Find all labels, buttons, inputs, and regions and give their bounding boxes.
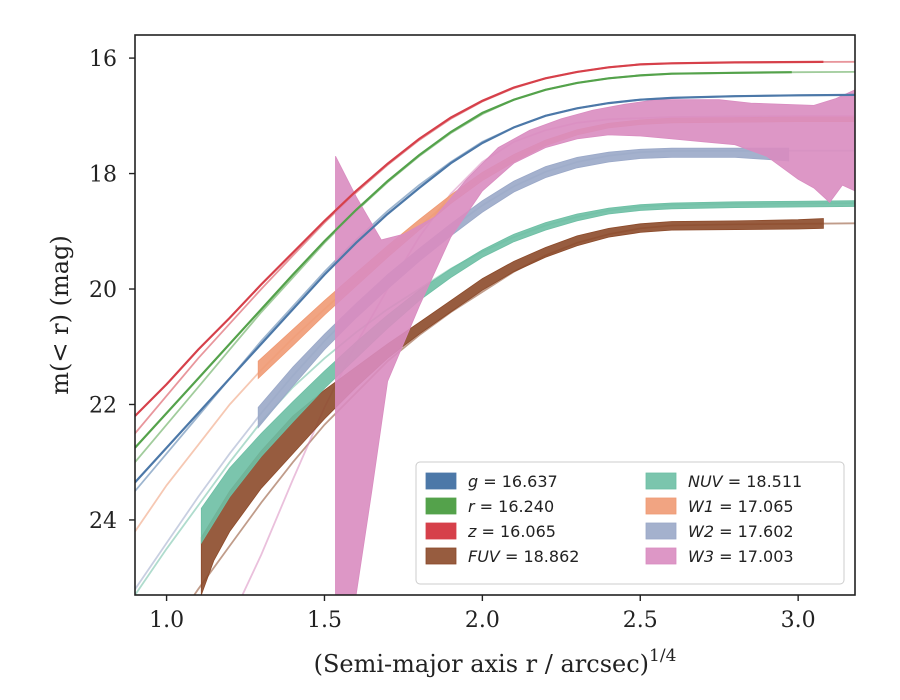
legend-label: W1 = 17.065 [688, 497, 794, 516]
series-r-line [135, 71, 792, 449]
series-g-line [135, 93, 855, 484]
legend-entry-w3: W3 = 17.003 [645, 547, 794, 566]
legend: g = 16.637 r = 16.240 z = 16.065 FUV = 18.8… [415, 461, 845, 585]
legend-label: FUV = 18.862 [468, 547, 579, 566]
legend-label: W2 = 17.602 [688, 522, 794, 541]
y-tick-label: 20 [89, 278, 117, 303]
plot-frame [134, 34, 856, 596]
legend-entry-r: r = 16.240 [425, 497, 554, 516]
legend-entry-fuv: FUV = 18.862 [425, 547, 579, 566]
legend-swatch [645, 522, 677, 540]
x-tick-label: 1.0 [149, 608, 184, 633]
legend-entry-nuv: NUV = 18.511 [645, 472, 802, 491]
legend-swatch [425, 472, 457, 490]
y-axis-label: m(< r) (mag) [46, 235, 74, 394]
y-axis-ticks: 16 18 20 22 24 [89, 47, 135, 534]
legend-label: W3 = 17.003 [688, 547, 794, 566]
x-tick-label: 3.0 [781, 608, 816, 633]
legend-entry-g: g = 16.637 [425, 472, 558, 491]
y-tick-label: 22 [89, 393, 117, 418]
x-tick-label: 2.5 [623, 608, 658, 633]
legend-swatch [425, 497, 457, 515]
legend-swatch [645, 497, 677, 515]
legend-label: r = 16.240 [468, 497, 554, 516]
y-tick-label: 18 [89, 163, 117, 188]
x-tick-label: 2.0 [465, 608, 500, 633]
legend-entry-z: z = 16.065 [425, 522, 556, 541]
band-layer [200, 89, 855, 595]
y-tick-label: 24 [89, 509, 117, 534]
plot-area [135, 60, 855, 595]
legend-swatch [645, 472, 677, 490]
legend-label: g = 16.637 [468, 472, 558, 491]
x-tick-label: 1.5 [307, 608, 342, 633]
legend-swatch [645, 547, 677, 565]
series-w3-band [335, 89, 855, 595]
legend-box [415, 461, 845, 585]
legend-label: NUV = 18.511 [688, 472, 802, 491]
legend-swatch [425, 547, 457, 565]
legend-entry-w1: W1 = 17.065 [645, 497, 794, 516]
series-z-line [135, 60, 824, 417]
x-axis-ticks: 1.0 1.5 2.0 2.5 3.0 [149, 595, 816, 633]
legend-entry-w2: W2 = 17.602 [645, 522, 794, 541]
y-tick-label: 16 [89, 47, 117, 72]
line-layer [135, 60, 855, 484]
x-axis-label: (Semi-major axis r / arcsec)1/4 [314, 646, 677, 678]
legend-label: z = 16.065 [467, 522, 556, 541]
legend-swatch [425, 522, 457, 540]
